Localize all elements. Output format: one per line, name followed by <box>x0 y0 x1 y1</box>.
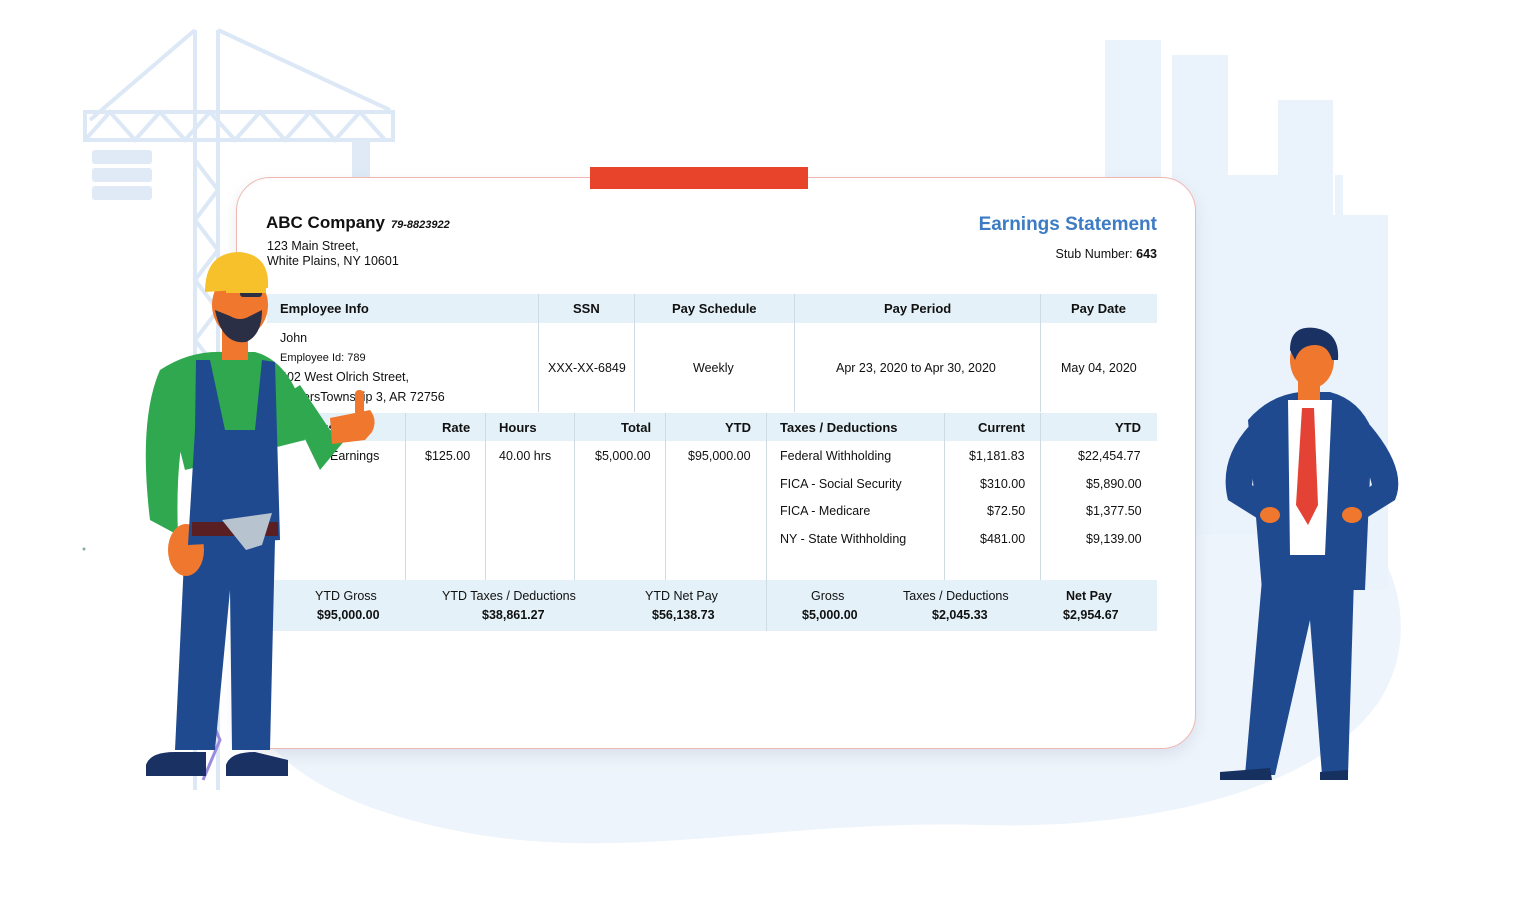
company-ein: 79-8823922 <box>391 219 450 231</box>
summary-ytd-taxes-label: YTD Taxes / Deductions <box>442 589 576 603</box>
pay-schedule-value: Weekly <box>693 361 734 375</box>
employee-header-band <box>267 294 1157 323</box>
earnings-hours: 40.00 hrs <box>499 449 552 463</box>
company-name: ABC Company <box>266 213 386 232</box>
tax-ytd: $9,139.00 <box>1086 532 1142 546</box>
summary-band <box>267 580 1157 631</box>
tax-name: FICA - Social Security <box>780 477 902 491</box>
header-taxes-ytd: YTD <box>1115 420 1141 435</box>
header-pay-schedule: Pay Schedule <box>672 301 757 316</box>
header-pay-period: Pay Period <box>884 301 952 316</box>
summary-taxes-label: Taxes / Deductions <box>903 589 1009 603</box>
tax-current: $1,181.83 <box>969 449 1025 463</box>
employee-ssn: XXX-XX-6849 <box>548 361 626 375</box>
pay-stub-card <box>236 177 1196 749</box>
summary-net-pay: $2,954.67 <box>1063 608 1119 622</box>
employee-address-line2: RogersTownship 3, AR 72756 <box>280 390 445 404</box>
header-ssn: SSN <box>573 301 600 316</box>
stub-label: Stub Number: <box>1055 247 1133 261</box>
employee-address-line1: 402 West Olrich Street, <box>280 370 409 384</box>
divider <box>766 413 767 631</box>
divider <box>538 294 539 412</box>
tax-ytd: $1,377.50 <box>1086 504 1142 518</box>
statement-title: Earnings Statement <box>978 214 1157 235</box>
employee-name: John <box>280 331 308 345</box>
earnings-total: $5,000.00 <box>595 449 651 463</box>
summary-gross: $5,000.00 <box>802 608 858 622</box>
summary-net-label: Net Pay <box>1066 589 1112 603</box>
divider <box>1040 413 1041 580</box>
header-total: Total <box>621 420 652 435</box>
header-hours: Hours <box>499 420 537 435</box>
header-ytd: YTD <box>725 420 751 435</box>
header-earnings: Earnings <box>280 420 336 435</box>
summary-ytd-gross-label: YTD Gross <box>315 589 377 603</box>
earnings-header-band <box>267 413 1157 441</box>
earnings-row-label: Earnings <box>330 449 380 463</box>
summary-ytd-net: $56,138.73 <box>652 608 715 622</box>
header-current: Current <box>978 420 1025 435</box>
summary-gross-label: Gross <box>811 589 845 603</box>
divider <box>944 413 945 580</box>
divider <box>634 294 635 412</box>
summary-ytd-taxes: $38,861.27 <box>482 608 545 622</box>
header-taxes-deductions: Taxes / Deductions <box>780 420 898 435</box>
company-header: ABC Company 79-8823922 <box>266 213 450 233</box>
stub-number: Stub Number: 643 <box>1056 247 1157 261</box>
tax-current: $481.00 <box>980 532 1026 546</box>
crane-counterweight <box>92 150 152 200</box>
divider <box>766 580 767 631</box>
tax-name: NY - State Withholding <box>780 532 907 546</box>
pay-date-value: May 04, 2020 <box>1061 361 1137 375</box>
divider <box>665 413 666 580</box>
tax-name: Federal Withholding <box>780 449 892 463</box>
pay-period-value: Apr 23, 2020 to Apr 30, 2020 <box>836 361 996 375</box>
earnings-ytd: $95,000.00 <box>688 449 751 463</box>
stub-value: 643 <box>1136 247 1157 261</box>
header-rate: Rate <box>442 420 471 435</box>
tax-ytd: $5,890.00 <box>1086 477 1142 491</box>
summary-ytd-net-label: YTD Net Pay <box>645 589 718 603</box>
header-pay-date: Pay Date <box>1071 301 1126 316</box>
tax-ytd: $22,454.77 <box>1078 449 1141 463</box>
tax-name: FICA - Medicare <box>780 504 871 518</box>
summary-ytd-gross: $95,000.00 <box>317 608 380 622</box>
divider <box>405 413 406 580</box>
divider <box>1040 294 1041 412</box>
earnings-rate: $125.00 <box>425 449 471 463</box>
summary-taxes: $2,045.33 <box>932 608 988 622</box>
tax-current: $310.00 <box>980 477 1026 491</box>
divider <box>794 294 795 412</box>
card-top-tab <box>590 167 808 189</box>
employee-id: Employee Id: 789 <box>280 352 366 364</box>
header-employee-info: Employee Info <box>280 301 369 316</box>
divider <box>485 413 486 580</box>
company-address-line1: 123 Main Street, <box>267 239 359 253</box>
divider <box>574 413 575 580</box>
company-address-line2: White Plains, NY 10601 <box>267 254 399 268</box>
tax-current: $72.50 <box>987 504 1026 518</box>
